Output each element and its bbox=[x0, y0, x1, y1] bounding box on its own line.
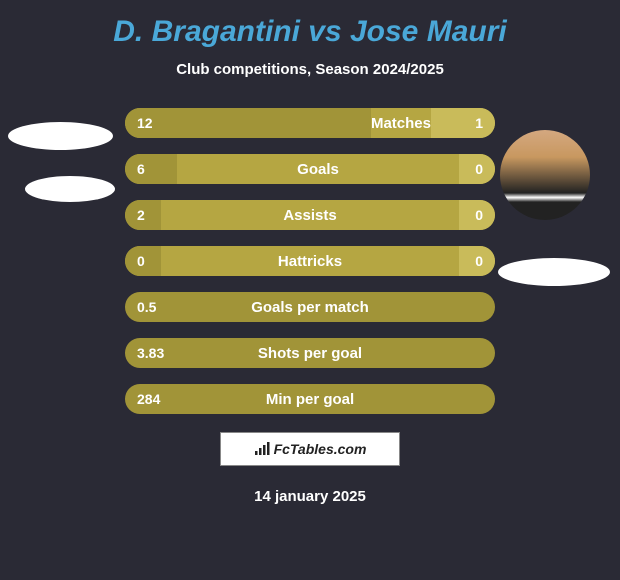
stat-label: Matches bbox=[371, 115, 431, 132]
stats-rows: 12 Matches 1 6 Goals 0 2 Assists 0 0 Hat… bbox=[125, 108, 495, 414]
stat-row-matches: 12 Matches 1 bbox=[125, 108, 495, 138]
stat-right-value: 1 bbox=[431, 108, 495, 138]
brand-badge[interactable]: FcTables.com bbox=[220, 432, 400, 466]
stat-label: Goals per match bbox=[125, 299, 495, 316]
stat-value: 284 bbox=[137, 391, 160, 407]
brand-text: FcTables.com bbox=[274, 441, 367, 457]
stat-left-value: 2 bbox=[125, 200, 161, 230]
date-text: 14 january 2025 bbox=[0, 488, 620, 505]
stat-label: Hattricks bbox=[161, 253, 459, 270]
stat-row-assists: 2 Assists 0 bbox=[125, 200, 495, 230]
stat-row-hattricks: 0 Hattricks 0 bbox=[125, 246, 495, 276]
chart-icon bbox=[254, 442, 270, 456]
stat-right-value: 0 bbox=[459, 200, 495, 230]
stat-label: Assists bbox=[161, 207, 459, 224]
page-title: D. Bragantini vs Jose Mauri bbox=[0, 15, 620, 49]
comparison-card: D. Bragantini vs Jose Mauri Club competi… bbox=[0, 0, 620, 580]
stat-value: 3.83 bbox=[137, 345, 164, 361]
stat-value: 0.5 bbox=[137, 299, 156, 315]
stat-left-value: 6 bbox=[125, 154, 177, 184]
stat-label: Shots per goal bbox=[125, 345, 495, 362]
decorative-ellipse bbox=[25, 176, 115, 202]
decorative-ellipse bbox=[498, 258, 610, 286]
player-avatar-right bbox=[500, 130, 590, 220]
subtitle: Club competitions, Season 2024/2025 bbox=[0, 61, 620, 78]
stat-row-goals-per-match: 0.5 Goals per match bbox=[125, 292, 495, 322]
stat-row-goals: 6 Goals 0 bbox=[125, 154, 495, 184]
stat-label: Goals bbox=[177, 161, 459, 178]
stat-label: Min per goal bbox=[125, 391, 495, 408]
stat-left-value: 0 bbox=[125, 246, 161, 276]
decorative-ellipse bbox=[8, 122, 113, 150]
stat-row-shots-per-goal: 3.83 Shots per goal bbox=[125, 338, 495, 368]
stat-row-min-per-goal: 284 Min per goal bbox=[125, 384, 495, 414]
stat-right-value: 0 bbox=[459, 246, 495, 276]
stat-left-value: 12 bbox=[125, 108, 371, 138]
stat-right-value: 0 bbox=[459, 154, 495, 184]
